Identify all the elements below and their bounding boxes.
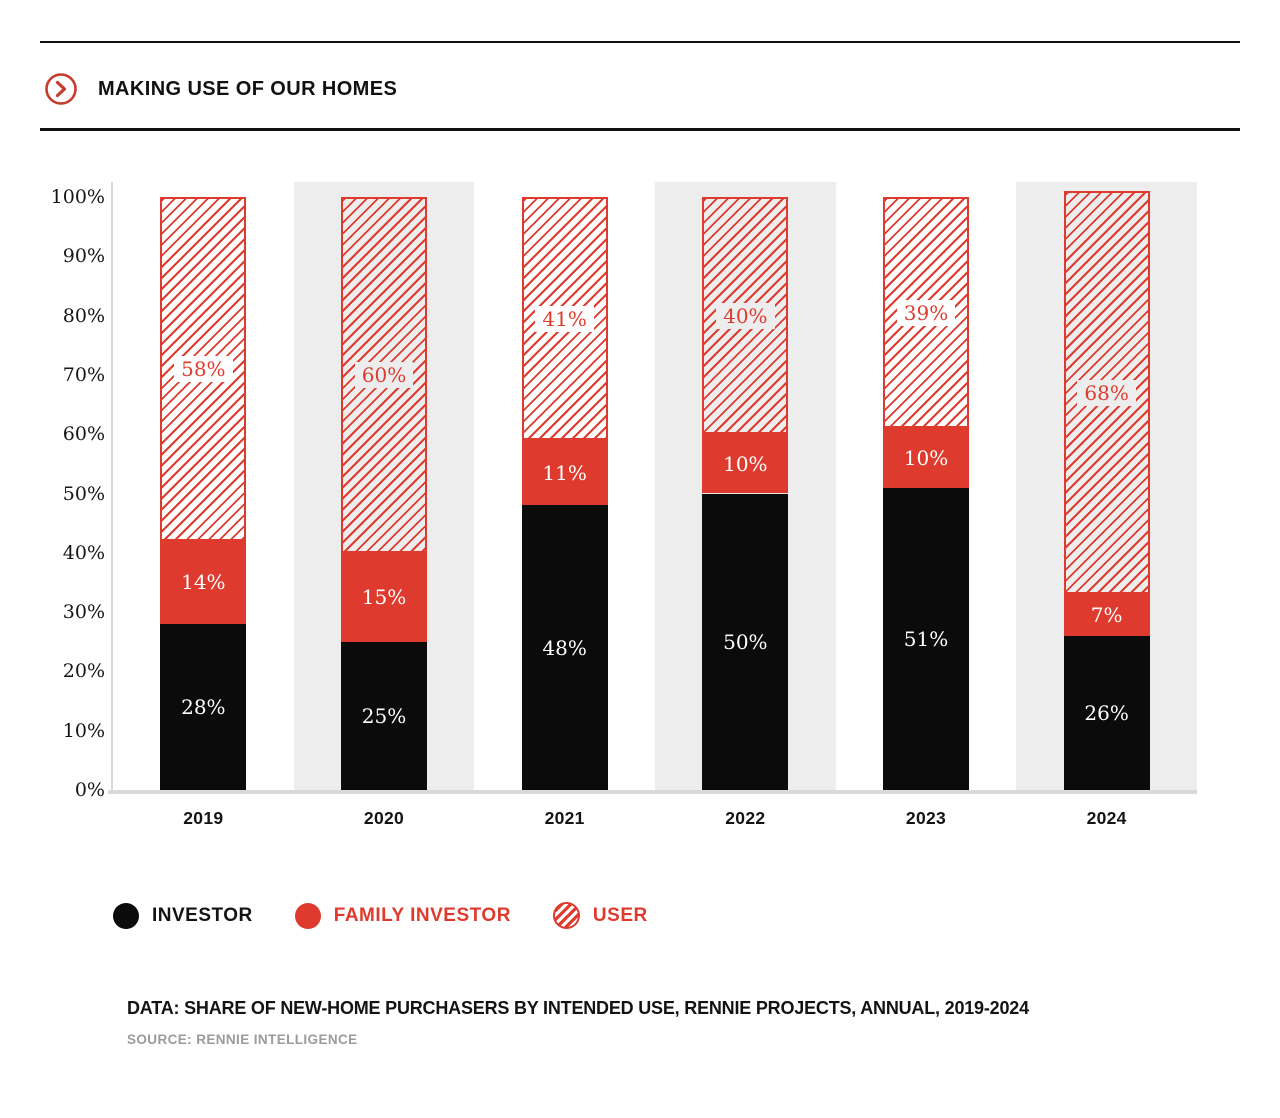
bar-segment-investor: 48% [521, 505, 608, 790]
x-axis-category-label: 2020 [363, 808, 405, 828]
bar-value-label: 15% [361, 585, 407, 610]
bar-value-label: 60% [354, 361, 414, 388]
page-title: MAKING USE OF OUR HOMES [98, 78, 398, 100]
bar-value-label: 11% [542, 460, 587, 485]
y-axis-tick-label: 30% [62, 601, 105, 624]
x-axis-category-label: 2021 [544, 808, 585, 828]
red-hatched-circle-icon [552, 902, 580, 929]
legend-item-user: USER [552, 902, 648, 929]
bar-segment-family-investor: 10% [702, 434, 789, 494]
bar-segment-user: 41% [521, 197, 608, 441]
bar-value-label: 28% [181, 694, 226, 719]
chevron-right-circle-icon [44, 72, 78, 106]
bar-value-label: 10% [903, 445, 949, 470]
bar-segment-family-investor: 15% [341, 552, 427, 642]
legend-label: USER [592, 904, 648, 926]
y-axis-tick-label: 60% [62, 423, 105, 446]
bar-value-label: 10% [723, 451, 768, 476]
y-axis-tick-label: 0% [74, 779, 105, 801]
legend-item-family-investor: FAMILY INVESTOR [294, 902, 511, 929]
bar-value-label: 14% [181, 570, 226, 595]
bar-segment-user: 60% [341, 197, 427, 553]
y-axis-tick-label: 10% [62, 719, 105, 742]
x-axis-category-label: 2024 [1086, 808, 1127, 828]
bar-segment-family-investor: 11% [521, 440, 608, 506]
bar-segment-family-investor: 7% [1063, 594, 1150, 636]
y-axis-tick-label: 50% [62, 482, 105, 505]
bar-segment-investor: 28% [160, 623, 247, 790]
bar-value-label: 40% [716, 302, 775, 329]
bar-segment-investor: 26% [1063, 635, 1150, 790]
bar-segment-investor: 51% [883, 487, 969, 790]
top-divider [40, 41, 1240, 43]
x-axis-line [108, 790, 1197, 794]
bar-value-label: 39% [896, 299, 956, 326]
legend-label: INVESTOR [152, 904, 253, 926]
x-axis-category-label: 2023 [905, 808, 947, 828]
legend-label: FAMILY INVESTOR [333, 904, 511, 926]
bar-value-label: 26% [1084, 700, 1129, 725]
bar-segment-user: 40% [702, 197, 789, 435]
y-axis-tick-label: 90% [62, 245, 105, 268]
data-caption: DATA: SHARE OF NEW-HOME PURCHASERS BY IN… [127, 998, 1029, 1018]
stacked-bar-chart: 0% 10% 20% 30% 40% 50% 60% 70% 80% 90% 100% 28% 14% 5… [50, 182, 1197, 828]
black-dot-icon [113, 902, 139, 929]
bar-segment-user: 58% [160, 197, 247, 541]
bar-segment-family-investor: 14% [160, 540, 247, 624]
red-dot-icon [294, 902, 321, 929]
bar-value-label: 50% [723, 629, 768, 654]
bar-value-label: 48% [542, 635, 587, 660]
bar-value-label: 25% [361, 703, 407, 728]
x-axis-category-label: 2019 [183, 808, 224, 828]
y-axis-tick-label: 40% [62, 541, 105, 564]
y-axis-tick-label: 70% [62, 363, 105, 386]
y-axis-tick-label: 100% [50, 186, 105, 208]
legend-item-investor: INVESTOR [113, 902, 253, 929]
header-divider [40, 128, 1240, 131]
y-axis-line [111, 182, 113, 794]
source-caption: SOURCE: RENNIE INTELLIGENCE [127, 1032, 358, 1047]
bar-value-label: 51% [903, 626, 949, 651]
bar-value-label: 7% [1090, 603, 1123, 628]
bar-segment-user: 68% [1063, 191, 1150, 595]
bar-segment-investor: 50% [702, 493, 789, 790]
y-axis-tick-label: 80% [62, 304, 105, 327]
bar-value-label: 58% [174, 355, 233, 382]
bar-value-label: 68% [1077, 379, 1136, 406]
bar-segment-investor: 25% [341, 641, 427, 790]
bar-segment-user: 39% [883, 197, 969, 429]
bar-value-label: 41% [535, 305, 594, 332]
y-axis-tick-label: 20% [62, 660, 105, 683]
bar-segment-family-investor: 10% [883, 428, 969, 488]
x-axis-category-label: 2022 [725, 808, 766, 828]
chart-legend: INVESTOR FAMILY INVESTOR USER [113, 902, 648, 929]
